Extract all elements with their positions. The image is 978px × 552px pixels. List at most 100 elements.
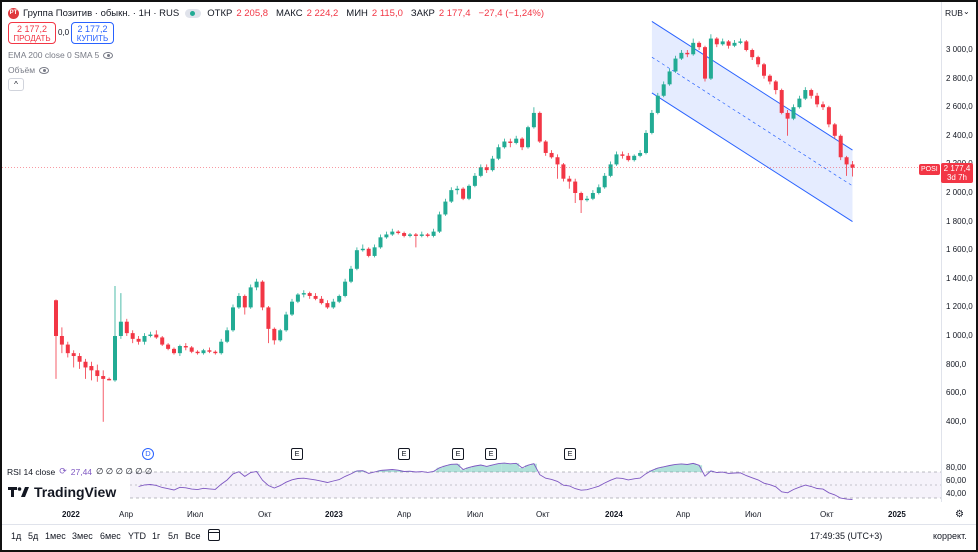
channel-upper-line[interactable] <box>651 20 853 151</box>
candle <box>307 291 312 299</box>
price-tick: 3 000,0 <box>946 45 973 54</box>
candle <box>390 228 395 236</box>
candle <box>638 150 643 158</box>
eye-icon[interactable] <box>39 66 50 74</box>
candle <box>349 265 353 284</box>
candle <box>77 353 82 369</box>
candle-body <box>767 75 772 82</box>
range-all-button[interactable]: Все <box>185 531 201 541</box>
candle <box>408 233 412 238</box>
candle <box>626 152 631 162</box>
candle-body <box>107 378 112 381</box>
range-3m-button[interactable]: 3мес <box>72 531 93 541</box>
price-tick: 400,0 <box>946 416 967 426</box>
clock[interactable]: 17:49:35 (UTC+3) <box>810 531 883 541</box>
range-5y-button[interactable]: 5л <box>168 531 179 541</box>
candle-body <box>667 71 672 85</box>
candle <box>508 138 513 148</box>
candle-body <box>113 336 117 381</box>
channel-mid-line[interactable] <box>651 56 853 187</box>
candle <box>160 336 165 347</box>
spread-value: 0,0 <box>58 28 70 37</box>
candle <box>207 347 212 354</box>
candle <box>785 110 790 136</box>
dividend-marker[interactable]: D <box>142 448 154 460</box>
candle-body <box>661 84 666 96</box>
candle-body <box>219 341 224 354</box>
volume-label: Объём <box>8 65 36 75</box>
candle-body <box>160 337 165 345</box>
earnings-marker[interactable]: E <box>485 448 497 460</box>
candle-body <box>620 154 625 156</box>
candle <box>154 330 159 339</box>
calendar-icon[interactable] <box>208 529 220 541</box>
range-5d-button[interactable]: 5д <box>28 531 39 541</box>
candle-body <box>531 112 536 128</box>
candle-body <box>130 333 135 339</box>
currency-label[interactable]: RUB <box>945 8 963 18</box>
channel-fill[interactable] <box>651 21 853 222</box>
rsi-pane[interactable] <box>2 460 941 504</box>
candle-body <box>425 234 430 236</box>
range-1m-button[interactable]: 1мес <box>45 531 66 541</box>
range-6m-button[interactable]: 6мес <box>100 531 121 541</box>
candle-body <box>543 141 548 153</box>
candle <box>378 234 383 249</box>
candle-body <box>360 248 365 251</box>
range-1d-button[interactable]: 1д <box>11 531 22 541</box>
candle-body <box>366 248 371 256</box>
candle <box>620 151 625 159</box>
candle <box>496 144 501 161</box>
earnings-marker[interactable]: E <box>398 448 410 460</box>
candle <box>815 92 820 108</box>
candle-body <box>638 152 643 156</box>
buy-button[interactable]: 2 177,2 КУПИТЬ <box>71 22 114 44</box>
eye-icon[interactable] <box>103 51 114 59</box>
rsi-legend[interactable]: RSI 14 close ⟳ 27,44 ∅ ∅ ∅ ∅ ∅ ∅ <box>7 466 152 477</box>
candle-body <box>809 90 814 96</box>
candle <box>166 343 171 351</box>
candle-body <box>337 295 342 302</box>
earnings-marker[interactable]: E <box>291 448 303 460</box>
price-chart[interactable] <box>2 2 941 460</box>
tradingview-logo[interactable]: TradingView <box>8 484 116 500</box>
time-tick: Окт <box>258 510 272 519</box>
ema-indicator-legend[interactable]: EMA 200 close 0 SMA 5 <box>8 50 114 60</box>
symbol-title[interactable]: Группа Позитив · обыкн. · 1Н · RUS <box>23 7 180 19</box>
chevron-down-icon[interactable]: ⌄ <box>963 7 970 16</box>
candle <box>337 294 342 304</box>
candle <box>744 39 749 52</box>
channel-lower-line[interactable] <box>651 92 853 223</box>
close-value: 2 177,4 <box>438 7 471 19</box>
time-tick: Апр <box>676 510 691 519</box>
candle <box>644 130 648 155</box>
candle <box>130 330 135 344</box>
open-value: 2 205,8 <box>236 7 269 19</box>
price-axis[interactable] <box>941 2 976 502</box>
adjust-toggle[interactable]: коррект. <box>933 531 967 541</box>
earnings-marker[interactable]: E <box>452 448 464 460</box>
candle <box>797 95 802 109</box>
candle-body <box>590 193 595 199</box>
candle <box>691 38 696 56</box>
time-tick: 2025 <box>888 510 906 519</box>
market-status-toggle-icon[interactable] <box>185 8 202 18</box>
candle <box>756 55 761 68</box>
gear-icon[interactable]: ⚙ <box>955 509 964 520</box>
buy-label: КУПИТЬ <box>76 34 109 43</box>
candle-body <box>614 154 619 165</box>
range-1y-button[interactable]: 1г <box>152 531 161 541</box>
symbol-legend: PT Группа Позитив · обыкн. · 1Н · RUS ОТ… <box>8 6 548 20</box>
time-tick: 2023 <box>325 510 343 519</box>
sell-button[interactable]: 2 177,2 ПРОДАТЬ <box>8 22 56 44</box>
candle <box>596 184 601 195</box>
candle <box>431 228 436 238</box>
candle <box>502 138 507 149</box>
earnings-marker[interactable]: E <box>564 448 576 460</box>
candle <box>177 344 182 357</box>
collapse-legend-button[interactable]: ^ <box>8 78 24 91</box>
volume-indicator-legend[interactable]: Объём <box>8 65 50 75</box>
range-ytd-button[interactable]: YTD <box>128 531 146 541</box>
refresh-icon[interactable]: ⟳ <box>59 466 67 476</box>
high-label: МАКС <box>276 7 303 19</box>
